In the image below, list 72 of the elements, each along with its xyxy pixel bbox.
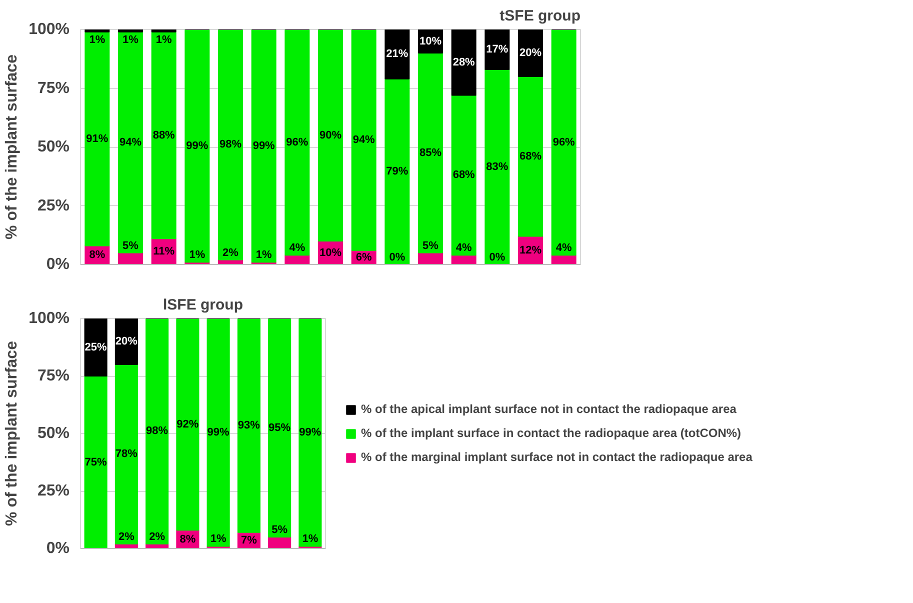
data-label: 1% (156, 34, 172, 46)
data-label: 91% (86, 132, 108, 145)
legend-label: % of the marginal implant surface not in contact the radiopaque area (361, 450, 752, 464)
data-label: 2% (222, 246, 239, 259)
y-tick-label: 0% (46, 256, 70, 273)
data-label: 92% (176, 418, 199, 430)
data-label: 10% (419, 35, 442, 48)
data-label: 78% (115, 448, 138, 460)
data-label: 7% (240, 534, 258, 546)
data-label: 88% (152, 129, 176, 142)
data-label: 5% (272, 524, 288, 536)
data-label: 1% (189, 249, 206, 262)
y-tick-label: 50% (37, 425, 70, 442)
y-tick-label: 100% (28, 21, 70, 38)
chart-title: lSFE group (163, 296, 243, 314)
legend-label: % of the apical implant surface not in contact the radiopaque area (361, 402, 736, 416)
data-label: 12% (519, 244, 542, 256)
data-label: 2% (149, 530, 166, 543)
data-label: 4% (289, 242, 306, 254)
data-label: 99% (252, 140, 276, 152)
data-label: 99% (186, 140, 208, 152)
data-label: 25% (84, 341, 108, 354)
data-label: 98% (219, 138, 242, 151)
data-label: 1% (122, 34, 139, 46)
data-label: 99% (299, 426, 322, 438)
data-label: 8% (180, 533, 196, 546)
data-label: 8% (89, 249, 106, 262)
y-axis-title: % of the implant surface (4, 54, 21, 240)
data-label: 17% (486, 43, 508, 56)
y-axis-title: % of the implant surface (4, 340, 21, 526)
data-label: 0% (489, 252, 506, 264)
data-label: 90% (319, 129, 342, 142)
y-tick-label: 25% (37, 482, 70, 500)
data-label: 95% (268, 422, 291, 434)
data-label: 6% (356, 251, 372, 264)
data-label: 94% (352, 134, 376, 146)
data-label: 4% (556, 242, 572, 254)
data-label: 94% (119, 136, 142, 148)
data-label: 0% (389, 252, 406, 264)
data-label: 85% (419, 146, 442, 159)
y-tick-label: 75% (37, 80, 70, 97)
data-label: 20% (115, 336, 138, 348)
data-label: 11% (153, 246, 175, 258)
data-label: 79% (386, 166, 408, 178)
y-tick-label: 50% (37, 138, 70, 156)
data-label: 4% (456, 242, 472, 254)
chart-title: tSFE group (500, 8, 581, 24)
data-label: 75% (84, 456, 108, 468)
data-label: 20% (519, 47, 542, 59)
data-label: 2% (118, 530, 135, 543)
data-label: 68% (519, 150, 542, 162)
data-label: 93% (238, 419, 260, 432)
data-label: 5% (422, 240, 439, 252)
data-label: 5% (122, 240, 139, 252)
y-tick-label: 100% (28, 310, 70, 327)
data-label: 1% (210, 533, 226, 546)
data-label: 1% (302, 533, 318, 546)
data-label: 21% (386, 48, 408, 60)
data-label: 10% (319, 246, 342, 259)
data-label: 68% (452, 169, 476, 182)
data-label: 99% (207, 426, 230, 438)
data-label: 98% (146, 425, 168, 438)
y-tick-label: 0% (46, 540, 70, 557)
data-label: 1% (256, 249, 272, 262)
legend-label: % of the implant surface in contact the radiopaque area (totCON%) (361, 426, 742, 440)
data-label: 1% (89, 34, 106, 46)
data-label: 83% (486, 160, 508, 173)
data-label: 28% (452, 56, 476, 68)
y-tick-label: 75% (37, 368, 70, 384)
data-label: 96% (552, 136, 576, 148)
y-tick-label: 25% (37, 197, 70, 214)
data-label: 96% (286, 136, 308, 148)
